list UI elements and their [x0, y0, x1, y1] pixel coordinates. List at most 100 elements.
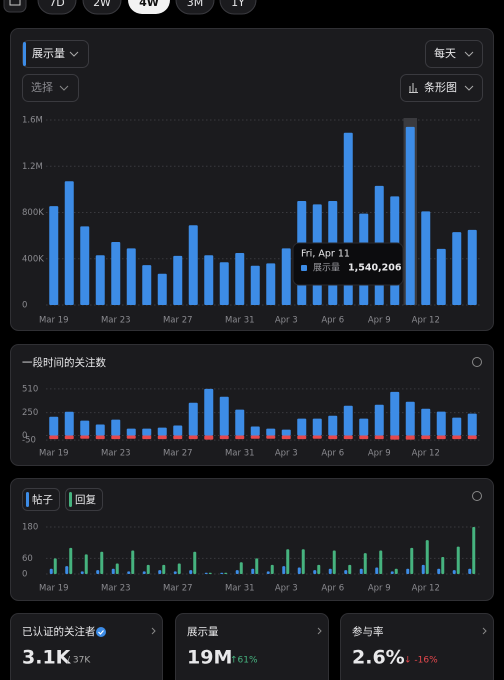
bar	[204, 388, 214, 436]
x-tick-label: Apr 6	[321, 449, 344, 459]
info-icon[interactable]	[472, 491, 482, 501]
bar	[157, 273, 167, 305]
calendar-button[interactable]	[3, 0, 27, 13]
bar	[219, 435, 229, 440]
y-tick-label: 800K	[22, 208, 44, 218]
bar	[328, 415, 338, 436]
bar	[405, 401, 415, 436]
calendar-icon	[9, 0, 21, 6]
bar	[363, 553, 367, 574]
bar	[405, 435, 415, 440]
bar	[436, 411, 446, 436]
bar	[437, 568, 441, 574]
bar	[405, 126, 415, 305]
bar	[96, 570, 100, 574]
y-tick-label: 400K	[22, 254, 44, 264]
bar	[452, 232, 462, 305]
bar	[49, 435, 59, 440]
bar	[188, 225, 198, 305]
bar	[390, 391, 400, 436]
bar	[49, 206, 59, 305]
card-change: ↑61%	[230, 656, 258, 666]
tab[interactable]	[175, 0, 215, 15]
bar	[441, 557, 445, 574]
bar	[375, 567, 379, 574]
bar	[251, 568, 255, 574]
card-value: 3.1K	[22, 647, 72, 669]
x-tick-label: Mar 19	[39, 449, 69, 459]
chart: 0 60 180 Mar 19 Mar 23 Mar 27 Mar 31 Apr 3 Apr 6…	[22, 523, 480, 594]
bar	[142, 265, 152, 305]
bar	[421, 408, 431, 436]
legend-button[interactable]	[22, 488, 60, 511]
y-tick-label: 1.6M	[22, 116, 43, 126]
bar	[348, 564, 352, 574]
bar	[456, 546, 460, 574]
bar	[80, 420, 90, 436]
tab[interactable]	[82, 0, 122, 15]
bar	[111, 435, 121, 440]
metric-color	[23, 42, 26, 66]
y-tick-label: 0	[22, 570, 27, 580]
bar	[406, 568, 410, 574]
bar	[127, 571, 131, 574]
y-tick-label: 250	[22, 408, 38, 418]
tab-selected[interactable]	[128, 0, 170, 14]
bar	[379, 550, 383, 574]
x-tick-label: Apr 9	[368, 316, 391, 326]
x-tick-label: Mar 31	[225, 584, 255, 594]
chart-type-dropdown[interactable]	[400, 74, 483, 102]
bar-icon	[409, 83, 418, 93]
bar	[235, 252, 245, 305]
x-tick-label: Mar 27	[163, 316, 193, 326]
stat-card[interactable]	[10, 613, 163, 680]
info-icon[interactable]	[472, 357, 482, 367]
bar	[80, 226, 90, 305]
bar	[131, 550, 135, 574]
bar	[343, 405, 353, 436]
x-tick-label: Apr 6	[321, 584, 344, 594]
bar	[69, 547, 73, 574]
tab-label: 4W	[139, 0, 159, 9]
bar	[111, 419, 121, 436]
bar	[115, 563, 119, 574]
x-tick-label: Apr 12	[412, 584, 440, 594]
stat-card[interactable]	[340, 613, 494, 680]
bar	[467, 435, 477, 440]
bar	[282, 566, 286, 574]
bar	[204, 435, 214, 440]
x-tick-label: Mar 23	[101, 316, 131, 326]
bar	[421, 211, 431, 305]
bar	[467, 413, 477, 436]
card-title: 展示量	[187, 626, 219, 638]
bar	[80, 571, 84, 574]
check	[98, 630, 104, 635]
bar	[281, 429, 291, 436]
interval-dropdown[interactable]	[425, 40, 483, 68]
bar	[173, 255, 183, 305]
y-tick-label: 1.2M	[22, 162, 43, 172]
bar	[297, 435, 307, 440]
bar	[297, 418, 307, 436]
x-tick-label: Mar 23	[101, 584, 131, 594]
tab[interactable]	[37, 0, 77, 15]
metric-dropdown[interactable]	[22, 40, 89, 68]
x-tick-label: Mar 23	[101, 449, 131, 459]
bar	[126, 428, 136, 436]
x-tick-label: Apr 12	[412, 316, 440, 326]
bar	[313, 570, 317, 574]
bar	[286, 549, 290, 574]
tooltip-box	[292, 242, 404, 286]
x-tick-label: Apr 6	[321, 316, 344, 326]
stat-card[interactable]	[175, 613, 329, 680]
bar	[189, 570, 193, 574]
legend-button[interactable]	[65, 488, 103, 511]
bar	[374, 404, 384, 436]
bar	[235, 570, 239, 574]
select-dropdown[interactable]	[22, 74, 79, 102]
chevron	[464, 51, 474, 57]
tab[interactable]	[219, 0, 257, 15]
bar	[64, 181, 74, 305]
bar	[359, 435, 369, 440]
bar	[344, 570, 348, 574]
